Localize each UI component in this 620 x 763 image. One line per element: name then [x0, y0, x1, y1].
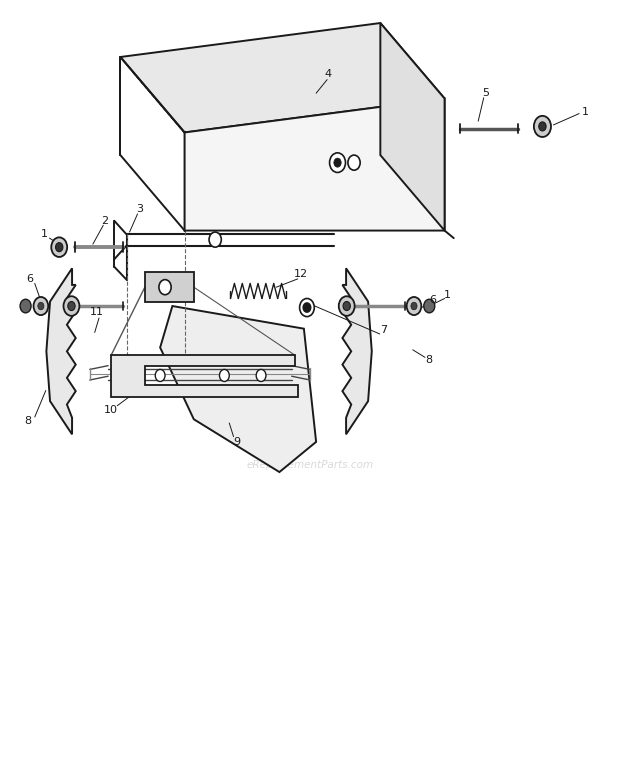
Text: 6: 6 — [429, 295, 436, 305]
Text: 9: 9 — [233, 437, 240, 447]
Polygon shape — [185, 98, 445, 230]
Polygon shape — [46, 269, 76, 434]
Text: 8: 8 — [24, 416, 31, 426]
Circle shape — [299, 298, 314, 317]
Text: 2: 2 — [102, 216, 108, 226]
Circle shape — [330, 153, 345, 172]
Circle shape — [63, 296, 79, 316]
Circle shape — [219, 369, 229, 382]
Circle shape — [348, 155, 360, 170]
Polygon shape — [380, 23, 445, 230]
Circle shape — [20, 299, 31, 313]
Circle shape — [411, 302, 417, 310]
Circle shape — [407, 297, 422, 315]
Text: 1: 1 — [444, 290, 451, 300]
Circle shape — [343, 301, 350, 311]
Text: 3: 3 — [136, 204, 143, 214]
Circle shape — [209, 232, 221, 247]
Circle shape — [33, 297, 48, 315]
Circle shape — [68, 301, 75, 311]
Text: 12: 12 — [294, 269, 308, 279]
Text: 11: 11 — [90, 307, 104, 317]
Circle shape — [159, 279, 171, 295]
Text: 10: 10 — [104, 405, 118, 415]
Circle shape — [334, 158, 341, 167]
Text: eReplacementParts.com: eReplacementParts.com — [246, 459, 374, 469]
Circle shape — [539, 122, 546, 131]
Text: 8: 8 — [426, 356, 433, 365]
Circle shape — [534, 116, 551, 137]
Text: 4: 4 — [325, 69, 332, 79]
Polygon shape — [111, 355, 298, 397]
Text: 1: 1 — [40, 230, 47, 240]
Polygon shape — [342, 269, 372, 434]
Text: 1: 1 — [582, 107, 589, 117]
Circle shape — [256, 369, 266, 382]
Polygon shape — [145, 272, 194, 302]
Polygon shape — [160, 306, 316, 472]
Circle shape — [339, 296, 355, 316]
Text: 6: 6 — [27, 274, 33, 284]
Circle shape — [51, 237, 67, 257]
Circle shape — [424, 299, 435, 313]
Polygon shape — [120, 23, 445, 133]
Text: 7: 7 — [380, 325, 387, 335]
Text: 5: 5 — [482, 89, 490, 98]
Circle shape — [155, 369, 165, 382]
Circle shape — [38, 302, 44, 310]
Circle shape — [303, 303, 311, 312]
Circle shape — [56, 243, 63, 252]
